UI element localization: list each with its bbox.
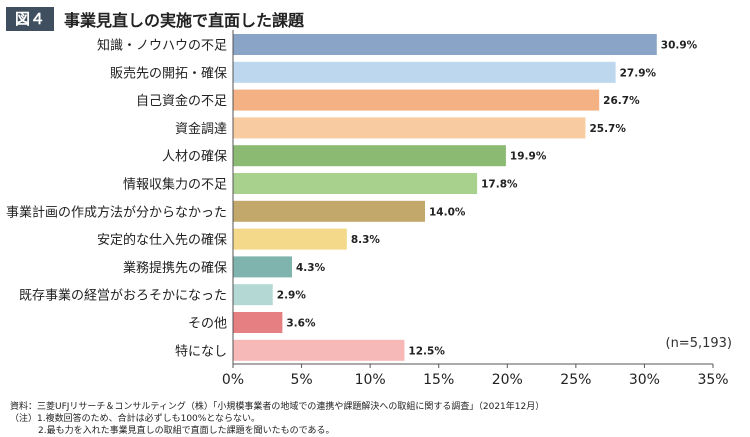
footnote-1: （注）1.複数回答のため、合計は必ずしも100%とならない。	[10, 414, 261, 424]
category-label: 安定的な仕入先の確保	[97, 232, 227, 248]
category-label: 特になし	[175, 344, 227, 359]
x-tick-label: 35%	[697, 372, 728, 388]
category-label: その他	[188, 317, 227, 332]
bar	[233, 228, 347, 250]
x-tick-label: 10%	[355, 372, 386, 388]
bar	[233, 89, 600, 111]
x-tick-label: 5%	[290, 372, 312, 388]
x-tick-label: 20%	[492, 372, 523, 388]
value-label: 26.7%	[603, 95, 640, 107]
bar-chart: 知識・ノウハウの不足 30.9% 販売先の開拓・確保 27.9% 自己資金の不足 26.7…	[6, 30, 729, 388]
bar	[233, 256, 292, 278]
value-label: 3.6%	[286, 318, 316, 330]
x-tick-label: 15%	[423, 372, 454, 388]
category-label: 人材の確保	[162, 149, 227, 165]
bar	[233, 145, 506, 167]
value-label: 14.0%	[429, 206, 466, 218]
bar	[233, 34, 657, 55]
bar	[233, 339, 405, 361]
category-label: 事業計画の作成方法が分からなかった	[6, 204, 227, 220]
figure-label: 図４	[6, 7, 55, 31]
bar	[233, 117, 586, 139]
bar	[233, 61, 616, 83]
bar	[233, 312, 283, 333]
value-label: 17.8%	[481, 179, 518, 191]
figure-header: 図４ 事業見直しの実施で直面した課題	[6, 6, 304, 32]
category-label: 販売先の開拓・確保	[110, 65, 227, 81]
x-tick-label: 25%	[560, 372, 591, 388]
bar	[233, 284, 273, 306]
value-label: 19.9%	[510, 151, 547, 163]
x-tick-label: 30%	[629, 372, 660, 388]
value-label: 25.7%	[589, 123, 626, 135]
bar	[233, 200, 425, 222]
category-label: 業務提携先の確保	[123, 260, 227, 276]
category-label: 情報収集力の不足	[123, 177, 227, 193]
footer-notes: 資料：三菱UFJリサーチ＆コンサルティング（株）「小規模事業者の地域での連携や課…	[10, 401, 544, 437]
category-label: 資金調達	[175, 121, 227, 137]
value-label: 2.9%	[277, 290, 307, 302]
sample-size-note: (n=5,193)	[665, 336, 733, 351]
value-label: 8.3%	[351, 234, 381, 246]
value-label: 4.3%	[296, 262, 326, 274]
value-label: 12.5%	[408, 345, 445, 357]
footnote-2: 2.最も力を入れた事業見直しの取組で直面した課題を聞いたものである。	[38, 426, 335, 436]
x-tick-label: 0%	[222, 372, 244, 388]
chart-title: 事業見直しの実施で直面した課題	[64, 11, 305, 30]
category-label: 自己資金の不足	[136, 93, 227, 109]
category-label: 知識・ノウハウの不足	[97, 38, 227, 54]
value-label: 30.9%	[661, 40, 698, 52]
category-label: 既存事業の経営がおろそかになった	[19, 288, 227, 304]
source-note: 資料：三菱UFJリサーチ＆コンサルティング（株）「小規模事業者の地域での連携や課…	[10, 402, 545, 412]
value-label: 27.9%	[620, 67, 657, 79]
bar	[233, 173, 478, 194]
